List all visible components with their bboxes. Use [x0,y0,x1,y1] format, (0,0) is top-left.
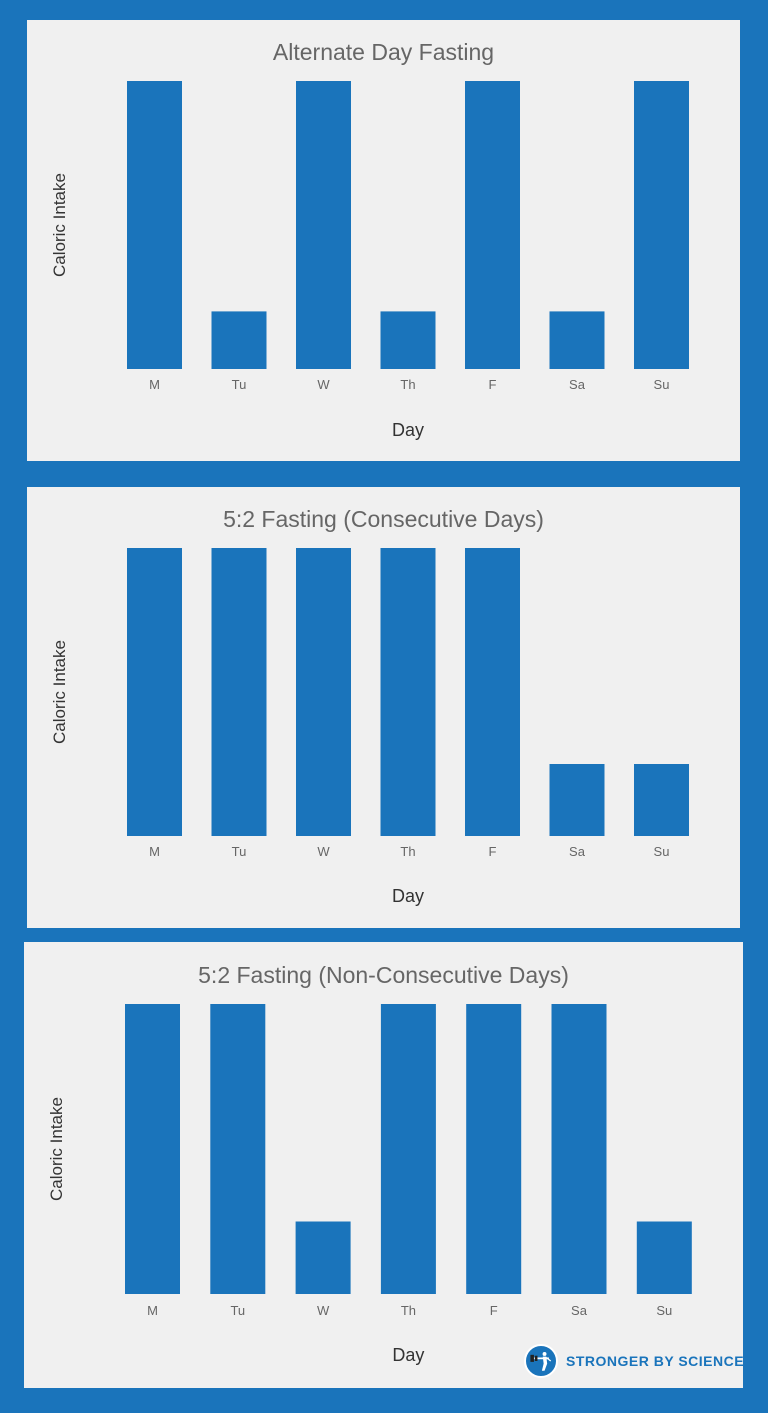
tick-label-su: Su [654,844,670,859]
barbell-lifter-icon [524,1344,558,1378]
tick-label-su: Su [656,1303,672,1318]
bar-m [125,1004,180,1294]
tick-label-w: W [317,1303,330,1318]
bar-f [466,1004,522,1294]
bar-su [634,81,689,369]
chart-title: Alternate Day Fasting [273,39,494,65]
logo-text-stronger: STRONGER [566,1353,650,1369]
bar-m [127,548,182,836]
bar-w [296,81,351,369]
bar-chart-svg: 5:2 Fasting (Consecutive Days) Caloric In… [50,506,689,906]
bar-tu [210,1004,266,1294]
bar-sa [549,311,605,369]
tick-label-tu: Tu [232,377,247,392]
tick-label-w: W [317,844,330,859]
tick-label-m: M [149,377,160,392]
x-axis-label: Day [392,1345,424,1365]
tick-label-f: F [490,1303,498,1318]
tick-label-tu: Tu [232,844,247,859]
x-axis-label: Day [392,420,424,440]
tick-label-sa: Sa [571,1303,588,1318]
bar-f [465,548,520,836]
y-axis-label: Caloric Intake [50,173,69,277]
tick-label-su: Su [654,377,670,392]
bar-th [380,548,436,836]
tick-label-f: F [489,377,497,392]
logo-text: STRONGER BY SCIENCE [566,1353,744,1369]
bar-su [634,764,689,836]
chart-title: 5:2 Fasting (Non-Consecutive Days) [198,962,569,988]
bar-w [296,548,351,836]
tick-label-f: F [489,844,497,859]
bar-sa [551,1004,607,1294]
y-axis-label: Caloric Intake [50,640,69,744]
logo-text-science: SCIENCE [678,1353,745,1369]
tick-label-w: W [317,377,330,392]
tick-label-sa: Sa [569,844,586,859]
chart-panel-alternate-day: Alternate Day Fasting Caloric Intake Day M T… [27,20,740,461]
tick-label-th: Th [401,1303,416,1318]
tick-label-m: M [149,844,160,859]
chart-panel-consecutive-days: 5:2 Fasting (Consecutive Days) Caloric In… [27,487,740,928]
x-axis-label: Day [392,886,424,906]
logo-text-by: BY [653,1353,674,1369]
tick-label-sa: Sa [569,377,586,392]
bar-chart-svg: 5:2 Fasting (Non-Consecutive Days) Calori… [47,962,692,1365]
tick-label-m: M [147,1303,158,1318]
bar-w [295,1221,351,1294]
bar-sa [549,764,605,836]
bar-f [465,81,520,369]
bar-tu [211,548,267,836]
bar-su [636,1221,692,1294]
tick-label-th: Th [400,844,415,859]
chart-panel-non-consecutive-days: 5:2 Fasting (Non-Consecutive Days) Calori… [24,942,743,1388]
bar-tu [211,311,267,369]
stronger-by-science-logo: STRONGER BY SCIENCE [524,1344,748,1382]
tick-label-th: Th [400,377,415,392]
y-axis-label: Caloric Intake [47,1097,66,1201]
bar-chart-svg: Alternate Day Fasting Caloric Intake Day M T… [50,39,689,440]
chart-title: 5:2 Fasting (Consecutive Days) [223,506,544,532]
bar-th [380,311,436,369]
bar-th [380,1004,436,1294]
tick-label-tu: Tu [230,1303,245,1318]
bar-m [127,81,182,369]
